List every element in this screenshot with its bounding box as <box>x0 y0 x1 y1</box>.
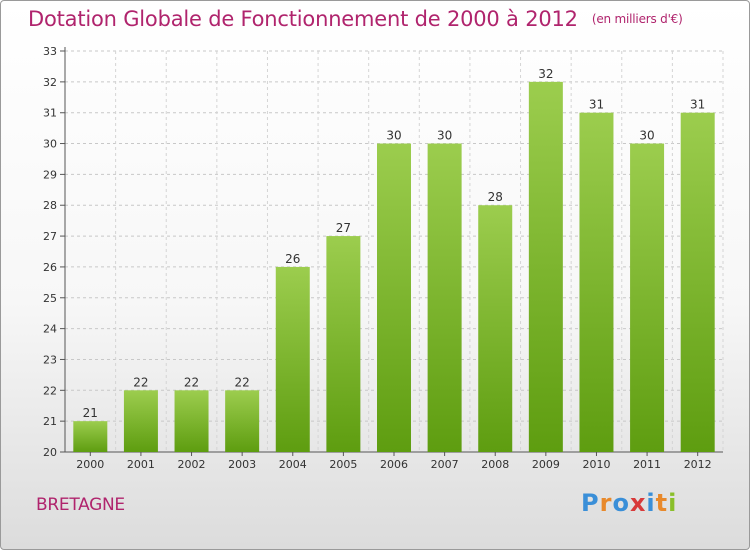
bar-2005 <box>326 236 361 452</box>
x-tick-label: 2001 <box>127 458 155 471</box>
bar-2010 <box>579 112 614 452</box>
y-tick-label: 29 <box>43 168 57 181</box>
data-label: 32 <box>538 67 553 81</box>
y-tick-label: 28 <box>43 199 57 212</box>
x-tick-label: 2011 <box>633 458 661 471</box>
data-label: 26 <box>285 252 300 266</box>
data-label: 22 <box>184 375 199 389</box>
y-tick-label: 21 <box>43 415 57 428</box>
bar-2002 <box>174 390 209 452</box>
y-tick-label: 33 <box>43 45 57 58</box>
data-label: 27 <box>336 221 351 235</box>
y-tick-label: 26 <box>43 261 57 274</box>
y-tick-label: 20 <box>43 446 57 459</box>
y-tick-label: 30 <box>43 138 57 151</box>
proxiti-logo[interactable]: Proxiti <box>581 489 677 517</box>
bar-2006 <box>377 143 411 453</box>
bar-2004 <box>275 266 310 452</box>
bar-2009 <box>528 81 563 452</box>
bar-2003 <box>225 390 260 452</box>
y-tick-label: 31 <box>43 107 57 120</box>
bar-2011 <box>630 143 665 453</box>
logo-letter: o <box>612 489 630 517</box>
y-tick-label: 23 <box>43 353 57 366</box>
data-label: 31 <box>589 98 604 112</box>
x-tick-label: 2012 <box>684 458 712 471</box>
data-label: 22 <box>133 375 148 389</box>
y-tick-label: 24 <box>43 323 57 336</box>
x-tick-label: 2009 <box>532 458 560 471</box>
y-tick-label: 27 <box>43 230 57 243</box>
x-tick-label: 2003 <box>228 458 256 471</box>
chart-unit: (en milliers d'€) <box>591 12 683 26</box>
data-label: 28 <box>488 190 503 204</box>
x-tick-label: 2010 <box>582 458 610 471</box>
data-label: 30 <box>437 129 452 143</box>
logo-letter: i <box>668 489 678 517</box>
y-tick-label: 32 <box>43 76 57 89</box>
chart-title-text: Dotation Globale de Fonctionnement de 20… <box>28 7 578 31</box>
bar-2007 <box>427 143 462 453</box>
logo-letter: r <box>599 489 613 517</box>
data-label: 31 <box>690 98 705 112</box>
logo-letter: t <box>655 489 669 517</box>
x-tick-label: 2007 <box>431 458 459 471</box>
x-tick-label: 2002 <box>178 458 206 471</box>
x-tick-label: 2004 <box>279 458 307 471</box>
x-tick-label: 2008 <box>481 458 509 471</box>
region-label: BRETAGNE <box>36 495 125 515</box>
chart-title: Dotation Globale de Fonctionnement de 20… <box>28 7 683 31</box>
logo-letter: i <box>646 489 656 517</box>
y-tick-label: 22 <box>43 384 57 397</box>
bar-2000 <box>73 421 108 452</box>
y-tick-label: 25 <box>43 292 57 305</box>
bar-2001 <box>123 390 158 452</box>
data-labels: 21 22 22 22 26 27 30 30 28 32 31 30 31 <box>83 67 706 420</box>
data-label: 30 <box>386 129 401 143</box>
x-tick-label: 2006 <box>380 458 408 471</box>
data-label: 30 <box>639 129 654 143</box>
x-tick-label: 2005 <box>329 458 357 471</box>
data-label: 21 <box>83 406 98 420</box>
logo-letter: x <box>629 489 647 517</box>
logo-letter: P <box>581 489 600 517</box>
bars <box>73 81 715 453</box>
bar-2012 <box>680 112 715 452</box>
x-tick-label: 2000 <box>76 458 104 471</box>
data-label: 22 <box>235 375 250 389</box>
bar-2008 <box>478 205 513 452</box>
